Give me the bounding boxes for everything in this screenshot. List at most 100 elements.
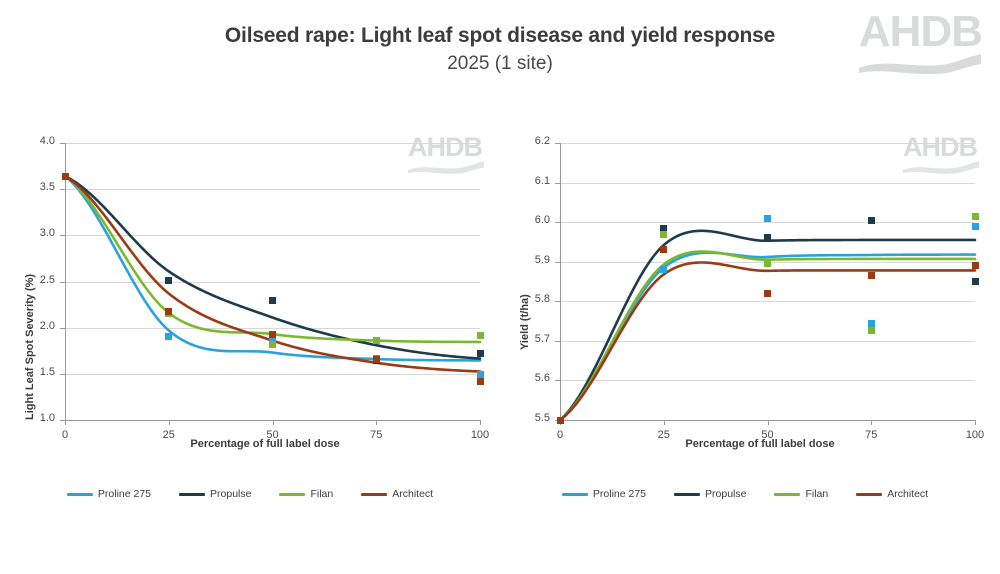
page-title: Oilseed rape: Light leaf spot disease an…: [224, 24, 776, 47]
y-axis-tick-label: 5.5: [534, 412, 550, 424]
y-axis-tick: [60, 189, 65, 191]
ahdb-logo: AHDB: [858, 7, 983, 74]
series-curves: [558, 229, 977, 422]
legend-item-propulse[interactable]: Propulse: [179, 488, 251, 500]
legend-swatch-icon: [361, 492, 388, 496]
data-point-marker: [476, 377, 484, 385]
data-point-marker: [971, 222, 979, 230]
legend-right: Proline 275 Propulse Filan Architect: [505, 488, 985, 500]
x-axis-tick: [767, 420, 769, 425]
chart-disease-severity: Light Leaf Spot Severity (%) 1.0 1.5 2.0 2.…: [10, 130, 490, 530]
series-line-proline-275: [63, 174, 482, 362]
gridline-y: [560, 340, 975, 342]
ahdb-watermark-left: AHDB: [408, 134, 484, 174]
series-line-filan: [558, 250, 977, 422]
chart-yield-response: Yield (t/ha) 5.5 5.6 5.7 5.8 5.9 6.0 6.1 6.2 0 25…: [505, 130, 985, 530]
series-line-architect: [558, 261, 977, 422]
y-axis-tick-label: 2.0: [39, 319, 55, 332]
legend-item-label: Architect: [887, 488, 929, 500]
data-point-marker: [476, 350, 484, 358]
y-axis-tick: [555, 261, 560, 263]
y-axis-line: [65, 143, 66, 420]
legend-item-label: Proline 275: [592, 488, 647, 500]
gridline-y: [65, 143, 480, 144]
x-axis-tick-label: 0: [556, 429, 564, 441]
data-point-marker: [867, 319, 875, 327]
data-point-marker: [165, 333, 173, 341]
data-point-marker: [269, 335, 276, 343]
y-axis-tick: [555, 301, 560, 303]
y-axis-tick: [555, 222, 560, 224]
y-axis-tick: [60, 420, 65, 421]
gridline-y: [65, 189, 480, 191]
data-point-marker: [269, 330, 276, 338]
y-axis-tick-label: 1.5: [39, 365, 55, 378]
x-axis-tick-label: 75: [370, 429, 383, 441]
data-point-marker: [269, 297, 276, 305]
legend-item-proline-275[interactable]: Proline 275: [66, 488, 152, 500]
x-axis-tick-label: 25: [657, 429, 670, 441]
y-axis-tick: [60, 327, 65, 329]
ahdb-watermark-right: AHDB: [903, 134, 979, 174]
data-point-marker: [764, 214, 771, 222]
x-axis-tick-label: 50: [761, 429, 774, 441]
x-axis-tick-label: 50: [266, 429, 279, 441]
data-point-marker: [971, 262, 979, 270]
legend-item-label: Proline 275: [97, 488, 152, 500]
y-axis-tick-label: 3.5: [39, 181, 55, 194]
data-point-marker: [971, 278, 979, 285]
legend-item-label: Propulse: [705, 488, 747, 500]
page-header: Oilseed rape: Light leaf spot disease an…: [0, 0, 1000, 95]
y-axis-tick-label: 5.8: [534, 293, 550, 306]
series-curves: [63, 174, 482, 373]
ahdb-watermark-text-left: AHDB: [408, 132, 483, 162]
y-axis-tick: [60, 235, 65, 237]
legend-item-proline-275[interactable]: Proline 275: [561, 488, 647, 500]
x-axis-tick-label: 0: [61, 429, 69, 441]
data-point-marker: [764, 260, 771, 268]
legend-item-label: Filan: [310, 488, 334, 500]
legend-swatch-icon: [279, 492, 306, 496]
data-point-marker: [971, 212, 979, 220]
page-subtitle: 2025 (1 site): [447, 53, 553, 74]
data-point-marker: [867, 216, 875, 224]
gridline-y: [560, 301, 975, 303]
legend-item-filan[interactable]: Filan: [774, 488, 828, 500]
data-point-marker: [660, 266, 668, 274]
y-axis-tick-label: 1.0: [39, 412, 55, 424]
y-axis-tick: [60, 373, 65, 375]
x-axis-tick: [663, 420, 665, 425]
x-axis-tick: [871, 420, 873, 425]
data-point-marker: [556, 416, 564, 424]
y-axis-tick-label: 3.0: [39, 227, 55, 240]
ahdb-watermark-text-right: AHDB: [903, 132, 978, 162]
x-axis-tick: [480, 420, 481, 425]
x-axis-tick-label: 100: [470, 429, 490, 441]
ahdb-swoosh-icon-left: [408, 161, 484, 174]
data-point-marker: [165, 308, 173, 316]
legend-swatch-icon: [674, 492, 701, 496]
x-axis-tick: [65, 420, 66, 425]
x-axis-tick: [975, 420, 976, 425]
gridline-y: [560, 182, 975, 184]
y-axis-title-left: Light Leaf Spot Severity (%): [24, 273, 36, 420]
y-axis-tick: [555, 143, 560, 144]
x-axis-tick: [376, 420, 378, 425]
legend-swatch-icon: [774, 492, 801, 496]
legend-item-propulse[interactable]: Propulse: [674, 488, 746, 500]
series-line-proline-275: [558, 251, 977, 422]
data-point-marker: [269, 340, 276, 348]
legend-item-filan[interactable]: Filan: [279, 488, 333, 500]
legend-item-architect[interactable]: Architect: [856, 488, 928, 500]
gridline-y: [560, 143, 975, 144]
legend-left: Proline 275 Propulse Filan Architect: [10, 488, 490, 500]
data-point-marker: [476, 332, 484, 340]
y-axis-tick-label: 6.2: [534, 135, 550, 147]
legend-item-label: Architect: [392, 488, 434, 500]
x-axis-tick-label: 75: [865, 429, 878, 441]
y-axis-tick-label: 5.6: [534, 372, 550, 385]
ahdb-logo-text: AHDB: [858, 7, 983, 56]
x-axis-title-left: Percentage of full label dose: [190, 438, 340, 450]
y-axis-tick-label: 6.1: [534, 174, 550, 187]
legend-item-architect[interactable]: Architect: [361, 488, 433, 500]
